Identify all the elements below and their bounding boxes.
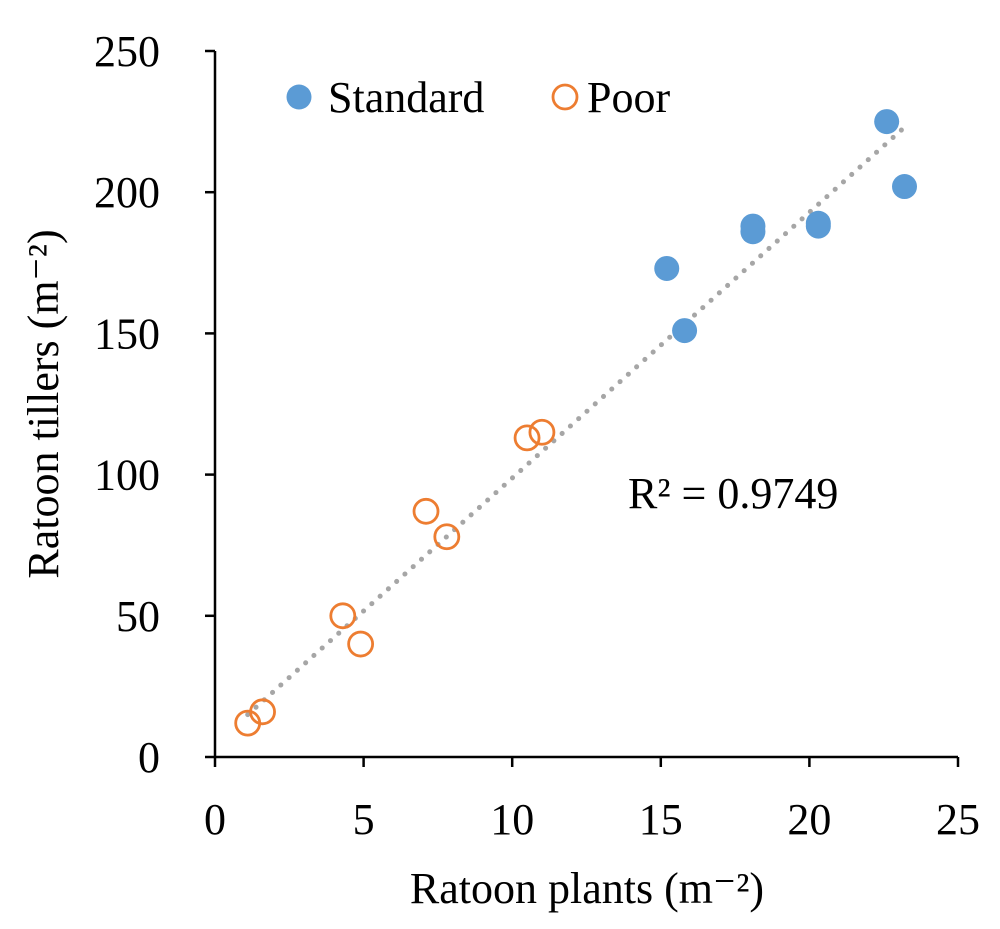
- legend-label-poor: Poor: [587, 73, 670, 122]
- y-tick-label: 200: [94, 168, 160, 217]
- y-tick-label: 100: [94, 451, 160, 500]
- x-tick-label: 10: [490, 795, 534, 844]
- legend-marker-poor: [551, 83, 579, 111]
- data-point-standard: [740, 219, 766, 245]
- x-tick-label: 0: [204, 795, 226, 844]
- data-point-standard: [654, 255, 680, 281]
- legend: Standard Poor: [286, 73, 670, 122]
- points-layer: [234, 109, 918, 737]
- data-point-poor: [249, 698, 276, 726]
- axes: [213, 51, 958, 759]
- x-tick-label: 20: [787, 795, 831, 844]
- x-tick-label: 25: [936, 795, 980, 844]
- legend-label-standard: Standard: [328, 73, 484, 122]
- trendline-layer: [245, 124, 908, 718]
- data-point-poor: [433, 523, 461, 551]
- y-tick-label: 50: [116, 592, 160, 641]
- data-point-standard: [874, 109, 900, 135]
- y-axis-title: Ratoon tillers (m⁻²): [19, 229, 68, 578]
- trendline: [245, 124, 908, 718]
- data-point-poor: [412, 497, 440, 525]
- y-tick-label: 250: [94, 27, 160, 76]
- data-point-poor: [513, 424, 541, 452]
- x-tick-label: 5: [353, 795, 375, 844]
- data-point-standard: [672, 318, 698, 344]
- data-point-poor: [347, 630, 375, 658]
- r-squared-annotation: R² = 0.9749: [628, 469, 838, 518]
- x-axis-title: Ratoon plants (m⁻²): [410, 864, 764, 913]
- x-tick-label: 15: [639, 795, 683, 844]
- y-tick-label: 150: [94, 309, 160, 358]
- data-point-poor: [329, 602, 357, 630]
- legend-marker-standard: [286, 84, 312, 110]
- data-point-standard: [805, 213, 831, 239]
- data-point-standard: [892, 174, 918, 200]
- data-point-poor: [528, 418, 556, 446]
- y-ticks: 0 50 100 150 200 250: [94, 27, 215, 782]
- y-tick-label: 0: [138, 733, 160, 782]
- x-ticks: 0 5 10 15 20 25: [204, 757, 980, 844]
